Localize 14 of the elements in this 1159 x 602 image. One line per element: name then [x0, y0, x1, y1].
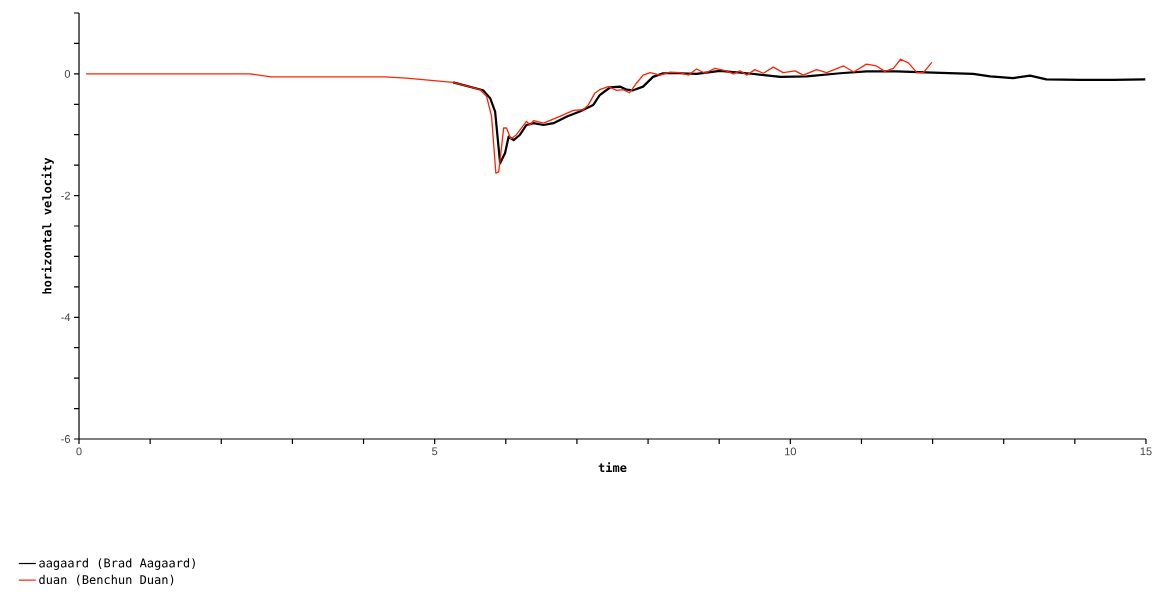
legend-label: duan (Benchun Duan): [39, 574, 174, 586]
x-tick-label: 5: [432, 447, 438, 456]
line-series: [85, 58, 933, 174]
x-tick-label: 10: [785, 447, 796, 456]
x-axis-title: time: [598, 462, 627, 473]
x-tick-label: 0: [76, 447, 82, 456]
x-tick-label: 15: [1140, 447, 1152, 456]
y-tick-label: -4: [61, 313, 71, 322]
y-axis-title: horizontal velocity: [41, 157, 54, 294]
line-series: [452, 69, 1147, 165]
legend-label: aagaard (Brad Aagaard): [39, 558, 195, 570]
y-tick-label: -6: [61, 435, 70, 443]
y-tick-label: 0: [64, 69, 71, 78]
y-tick-label: -2: [61, 191, 70, 200]
